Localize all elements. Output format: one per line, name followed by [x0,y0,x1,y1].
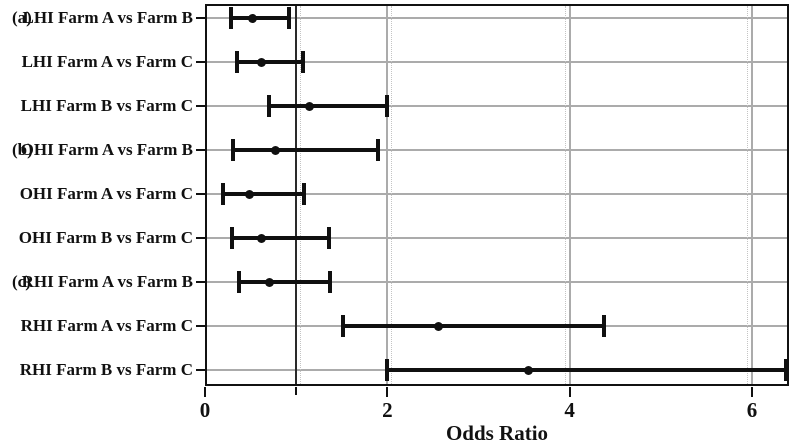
or-point [433,321,443,331]
ci-cap-low [236,271,241,293]
row-label: LHI Farm A vs Farm B (a) [0,6,193,30]
ci-error-bar [342,324,605,328]
or-point [245,189,255,199]
row-label: LHI Farm A vs Farm C [21,52,193,71]
dotted-grid-line [391,6,393,384]
vertical-grid-line [751,6,754,384]
vertical-grid-line [386,6,389,384]
horizontal-grid-line [207,237,787,239]
y-axis-tick [196,61,205,63]
ci-error-bar [268,104,388,108]
y-axis-tick [196,105,205,107]
row-label: RHI Farm A vs Farm C [20,316,193,335]
x-tick-label: 4 [564,398,575,422]
or-point [265,277,275,287]
x-axis-tick [204,387,206,397]
ci-cap-high [385,95,390,117]
ci-error-bar [231,16,289,20]
x-tick-label: 0 [199,398,211,422]
horizontal-grid-line [207,105,787,107]
x-axis-tick [568,387,571,397]
ci-cap-high [783,359,788,381]
ci-cap-high [286,7,291,29]
y-axis-tick [196,237,205,239]
or-point [257,57,267,67]
ci-cap-high [376,139,381,161]
x-axis-tick [386,387,389,397]
row-label: OHI Farm A vs Farm C [19,184,193,203]
ci-cap-low [234,51,239,73]
group-prefix: (b) [12,140,33,159]
ci-error-bar [232,236,329,240]
ci-cap-low [230,227,235,249]
horizontal-grid-line [207,193,787,195]
dotted-grid-line [564,6,566,384]
x-axis-tick [751,387,754,397]
group-prefix: (c) [12,272,31,291]
plot-area-border [205,4,789,386]
horizontal-grid-line [207,281,787,283]
ci-cap-high [302,183,307,205]
or-point [270,145,280,155]
y-axis-tick [196,325,205,327]
row-label: RHI Farm B vs Farm C [19,360,193,379]
y-axis-tick [196,17,205,19]
dotted-grid-line [747,6,749,384]
or-point [247,13,257,23]
ci-cap-low [221,183,226,205]
or-point [257,233,267,243]
ci-error-bar [238,280,330,284]
or-point [524,365,534,375]
ci-error-bar [236,60,304,64]
horizontal-grid-line [207,61,787,63]
row-label: RHI Farm A vs Farm B (c) [0,270,193,294]
ci-cap-high [327,271,332,293]
ci-cap-low [340,315,345,337]
vertical-grid-line [568,6,571,384]
ci-error-bar [223,192,305,196]
horizontal-grid-line [207,149,787,151]
row-label: OHI Farm B vs Farm C [18,228,193,247]
x-tick-label: 2 [382,398,393,422]
ci-error-bar [233,148,379,152]
group-prefix: (a) [12,8,32,27]
x-axis-minor-tick [295,387,298,395]
ci-cap-low [266,95,271,117]
ci-error-bar [387,368,786,372]
row-label: OHI Farm A vs Farm B (b) [0,138,193,162]
or-point [305,101,315,111]
ci-cap-high [301,51,306,73]
y-axis-tick [196,149,205,151]
ci-cap-high [602,315,607,337]
ci-cap-low [229,7,234,29]
row-label: LHI Farm B vs Farm C [20,96,193,115]
horizontal-grid-line [207,17,787,19]
y-axis-tick [196,193,205,195]
x-tick-label: 6 [746,398,758,422]
ci-cap-low [385,359,390,381]
y-axis-tick [196,369,205,371]
ci-cap-low [231,139,236,161]
ci-cap-high [326,227,331,249]
x-axis-title: Odds Ratio [445,421,549,445]
y-axis-tick [196,281,205,283]
